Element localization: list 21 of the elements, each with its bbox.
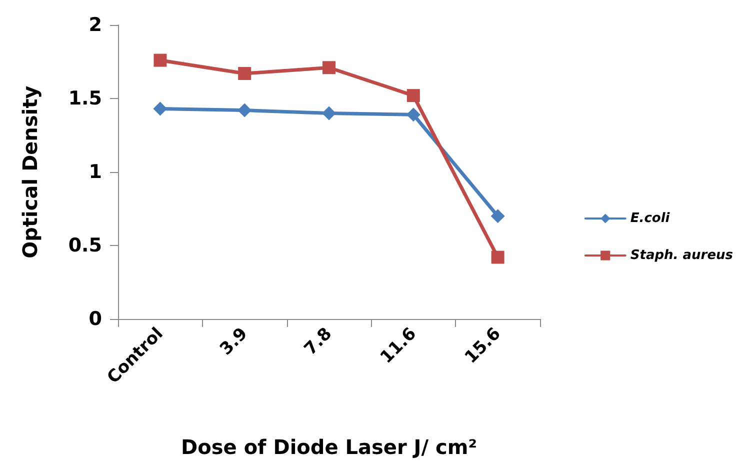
- point: [491, 250, 504, 264]
- y-tick-label: 0: [88, 308, 102, 330]
- y-tick-label: 0.5: [68, 234, 102, 256]
- x-axis-title: Dose of Diode Laser J/ cm²: [181, 435, 477, 459]
- point: [490, 209, 505, 224]
- point: [406, 108, 420, 122]
- legend-label: Staph. aureus: [630, 248, 734, 263]
- x-tick-label: 3.9: [216, 324, 252, 360]
- y-tick-label: 1.5: [68, 88, 102, 110]
- point: [406, 89, 420, 102]
- legend-label: E.coli: [630, 211, 670, 226]
- point: [153, 102, 168, 116]
- point: [238, 103, 252, 118]
- y-tick-label: 1: [88, 161, 102, 183]
- point: [322, 106, 336, 120]
- point: [154, 54, 167, 67]
- y-axis-title: Optical Density: [18, 86, 42, 258]
- point: [238, 67, 252, 80]
- point: [322, 61, 336, 74]
- x-tick-label: 7.8: [300, 324, 336, 360]
- y-tick-label: 2: [88, 14, 102, 36]
